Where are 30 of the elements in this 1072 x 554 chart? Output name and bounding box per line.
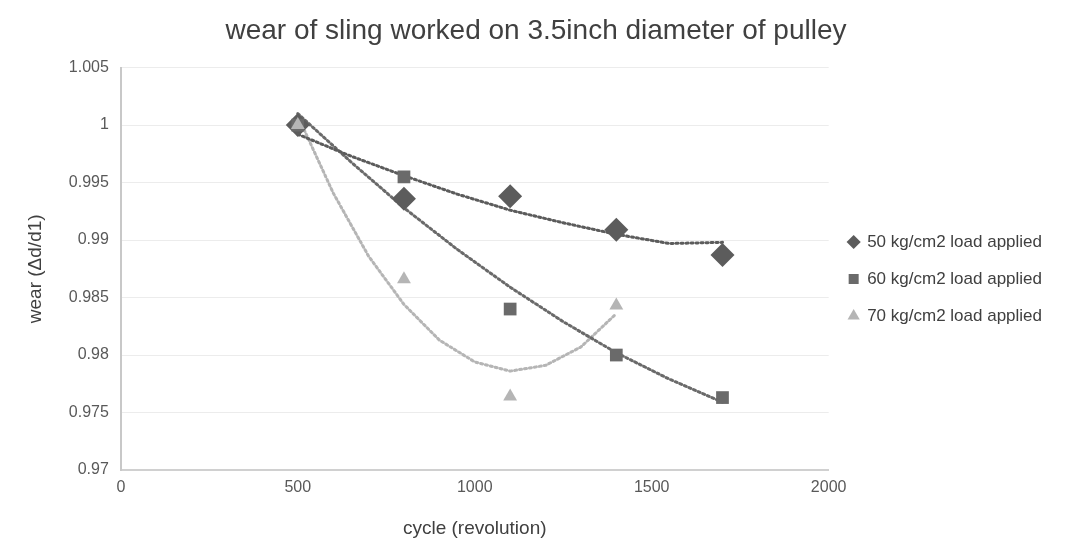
point bbox=[710, 243, 735, 267]
point bbox=[397, 271, 411, 284]
legend-label: 50 kg/cm2 load applied bbox=[867, 231, 1042, 251]
point bbox=[604, 217, 629, 242]
x-tick-label: 0 bbox=[116, 478, 126, 496]
y-tick-label: 0.985 bbox=[68, 287, 109, 305]
x-tick-label: 1500 bbox=[633, 478, 670, 496]
point bbox=[609, 348, 623, 362]
x-tick-label: 500 bbox=[284, 478, 312, 496]
point bbox=[391, 186, 416, 211]
y-tick-label: 0.975 bbox=[68, 402, 109, 420]
x-axis-title: cycle (revolution) bbox=[402, 516, 547, 538]
legend-label: 70 kg/cm2 load applied bbox=[867, 305, 1042, 325]
y-tick-label: 0.995 bbox=[68, 172, 109, 190]
point bbox=[716, 391, 729, 404]
y-tick-label: 0.97 bbox=[77, 460, 109, 478]
chart-title: wear of sling worked on 3.5inch diameter of pulley bbox=[224, 13, 847, 45]
y-tick-label: 0.98 bbox=[77, 345, 109, 363]
point bbox=[503, 388, 518, 401]
point bbox=[503, 302, 517, 316]
point bbox=[609, 297, 624, 310]
point bbox=[397, 170, 411, 184]
point bbox=[498, 184, 523, 209]
x-tick-label: 2000 bbox=[810, 478, 847, 496]
y-axis-title: wear (Δd/d1) bbox=[23, 214, 45, 325]
y-tick-label: 0.99 bbox=[77, 230, 109, 248]
x-tick-label: 1000 bbox=[456, 478, 493, 496]
y-tick-label: 1.005 bbox=[68, 58, 109, 76]
y-tick-label: 1 bbox=[99, 115, 109, 133]
legend-label: 60 kg/cm2 load applied bbox=[867, 268, 1042, 288]
